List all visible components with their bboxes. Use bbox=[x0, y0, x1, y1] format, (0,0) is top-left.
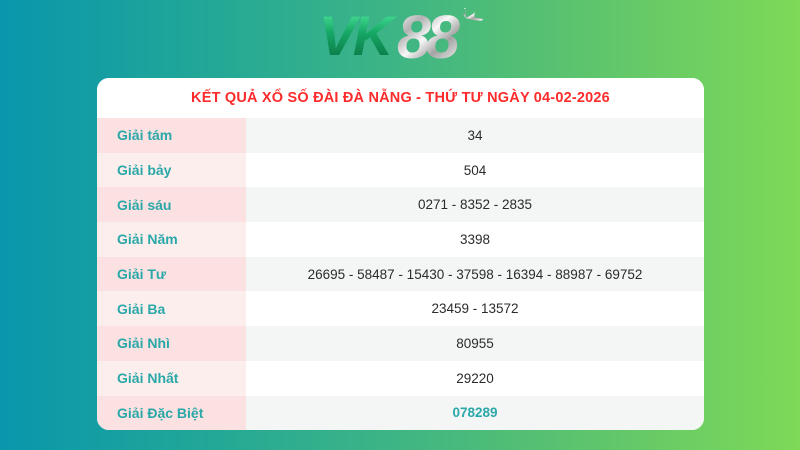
svg-text:VK: VK bbox=[323, 6, 397, 66]
svg-text:88: 88 bbox=[397, 6, 460, 66]
